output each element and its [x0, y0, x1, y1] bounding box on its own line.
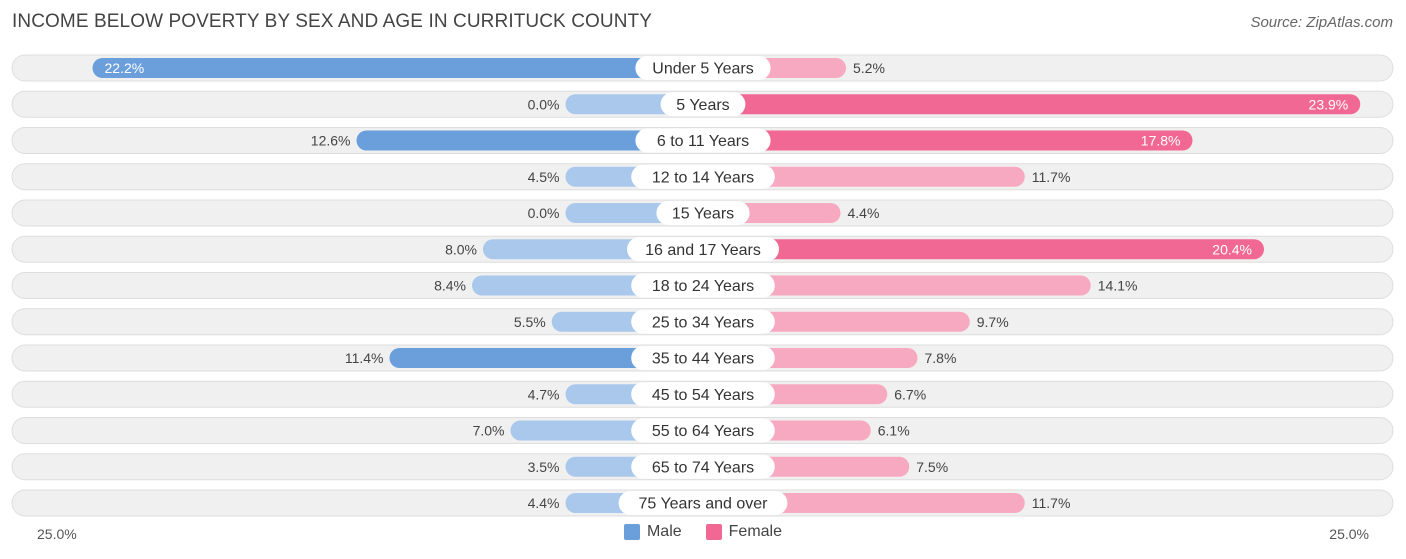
category-pill	[635, 56, 771, 80]
male-value-label: 8.0%	[445, 241, 477, 257]
male-value-label: 22.2%	[105, 60, 145, 76]
legend-item-male[interactable]: Male	[623, 523, 682, 541]
legend-label-male: Male	[646, 523, 682, 540]
female-bar	[703, 130, 1193, 151]
male-value-label: 12.6%	[311, 133, 351, 149]
category-pill	[627, 237, 779, 262]
category-pill	[631, 454, 775, 479]
female-value-label: 6.1%	[878, 423, 910, 439]
category-pill	[631, 164, 775, 189]
category-pill	[631, 309, 775, 334]
female-value-label: 9.7%	[977, 314, 1009, 330]
male-value-label: 4.5%	[528, 169, 560, 185]
male-value-label: 0.0%	[528, 205, 560, 221]
category-pill	[618, 491, 788, 515]
category-label: 15 Years	[672, 206, 734, 223]
poverty-chart: 22.2% 5.2% Under 5 Years 0.0% 23.9% 5 Years 12…	[11, 54, 1394, 517]
category-label: 16 and 17 Years	[645, 242, 761, 259]
legend-swatch-male	[623, 524, 640, 540]
female-bar	[703, 239, 1264, 260]
category-pill	[631, 382, 775, 407]
category-pill	[660, 92, 746, 117]
female-value-label: 11.7%	[1032, 495, 1071, 511]
category-label: 12 to 14 Years	[652, 169, 754, 186]
female-value-label: 17.8%	[1141, 133, 1181, 149]
male-value-label: 0.0%	[528, 96, 560, 112]
female-value-label: 23.9%	[1309, 96, 1349, 112]
female-value-label: 4.4%	[848, 205, 880, 221]
chart-title: INCOME BELOW POVERTY BY SEX AND AGE IN C…	[12, 11, 653, 32]
male-value-label: 4.4%	[528, 495, 560, 511]
legend-swatch-female	[705, 524, 722, 540]
category-label: 75 Years and over	[639, 496, 769, 513]
category-pill	[635, 128, 771, 153]
female-value-label: 7.5%	[916, 459, 948, 475]
female-value-label: 5.2%	[853, 60, 885, 76]
category-label: 55 to 64 Years	[652, 423, 754, 440]
male-value-label: 7.0%	[473, 423, 505, 439]
category-pill	[631, 273, 775, 298]
male-bar	[389, 348, 703, 368]
category-label: 65 to 74 Years	[652, 459, 754, 476]
male-value-label: 3.5%	[528, 459, 560, 475]
category-label: Under 5 Years	[652, 61, 753, 78]
female-value-label: 20.4%	[1212, 241, 1252, 257]
male-value-label: 4.7%	[528, 386, 560, 402]
category-pill	[656, 201, 750, 225]
male-bar	[92, 58, 703, 78]
category-label: 6 to 11 Years	[657, 133, 749, 150]
male-bar	[356, 130, 703, 151]
legend: Male Female	[0, 523, 1406, 541]
male-value-label: 8.4%	[434, 278, 466, 294]
axis-left-label: 25.0%	[37, 526, 77, 542]
source-note: Source: ZipAtlas.com	[1250, 14, 1393, 31]
female-value-label: 11.7%	[1032, 169, 1071, 185]
category-pill	[631, 418, 775, 443]
category-label: 18 to 24 Years	[652, 278, 754, 295]
category-pill	[631, 346, 775, 370]
female-value-label: 7.8%	[925, 350, 957, 366]
legend-item-female[interactable]: Female	[705, 523, 783, 541]
category-label: 5 Years	[676, 97, 729, 114]
male-value-label: 11.4%	[345, 350, 384, 366]
category-label: 45 to 54 Years	[652, 387, 754, 404]
legend-label-female: Female	[728, 523, 783, 540]
axis-right-label: 25.0%	[1329, 526, 1369, 542]
category-label: 25 to 34 Years	[652, 314, 754, 331]
female-bar	[703, 94, 1361, 115]
female-bar	[703, 166, 1025, 187]
female-bar	[703, 275, 1091, 296]
category-label: 35 to 44 Years	[652, 351, 754, 368]
female-value-label: 6.7%	[894, 386, 926, 402]
female-value-label: 14.1%	[1098, 278, 1138, 294]
male-value-label: 5.5%	[514, 314, 546, 330]
